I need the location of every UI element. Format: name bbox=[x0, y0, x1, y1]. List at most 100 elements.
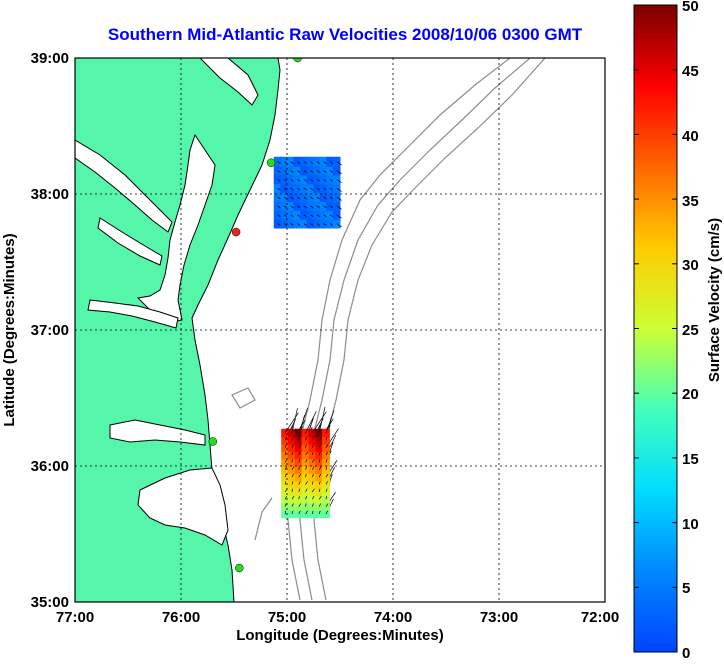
velocity-cell bbox=[326, 183, 334, 194]
velocity-cell bbox=[281, 480, 290, 489]
velocity-cell bbox=[294, 450, 303, 460]
velocity-cell bbox=[322, 436, 330, 445]
x-tick-label: 72:00 bbox=[581, 609, 619, 626]
velocity-cell bbox=[281, 450, 290, 460]
axes-frame bbox=[74, 57, 606, 603]
radar-station-marker bbox=[231, 227, 241, 237]
radar-station-marker bbox=[266, 158, 276, 167]
velocity-cell bbox=[288, 480, 296, 489]
colorbar-tick-label: 35 bbox=[682, 193, 699, 210]
velocity-cell bbox=[293, 218, 302, 229]
colorbar-tick-label: 30 bbox=[682, 257, 699, 274]
y-axis-label: Latitude (Degrees:Minutes) bbox=[1, 233, 18, 426]
velocity-cell bbox=[273, 183, 282, 194]
velocity-cell bbox=[294, 436, 303, 445]
velocity-vector bbox=[305, 411, 317, 434]
x-tick-label: 74:00 bbox=[374, 609, 412, 626]
velocity-cell bbox=[273, 174, 282, 185]
x-tick-label: 75:00 bbox=[268, 609, 306, 626]
radar-station-marker bbox=[235, 563, 244, 573]
velocity-cell bbox=[273, 156, 282, 167]
velocity-vector bbox=[312, 411, 327, 434]
velocity-cell bbox=[273, 200, 282, 211]
velocity-cell bbox=[326, 218, 334, 229]
velocity-vector bbox=[336, 161, 342, 166]
velocity-vector bbox=[318, 406, 326, 434]
velocity-vector bbox=[336, 205, 342, 210]
velocity-cell bbox=[308, 450, 317, 460]
grid-lines bbox=[75, 58, 605, 602]
colorbar-tick-label: 10 bbox=[682, 516, 699, 533]
velocity-cell bbox=[326, 156, 334, 167]
velocity-cell bbox=[315, 450, 324, 460]
y-tick-label: 39:00 bbox=[31, 50, 69, 67]
velocity-cell bbox=[301, 450, 310, 460]
velocity-cell bbox=[301, 465, 310, 474]
colorbar bbox=[633, 4, 678, 653]
velocity-cell bbox=[293, 156, 302, 167]
velocity-cell bbox=[273, 218, 282, 229]
velocity-cell bbox=[294, 465, 303, 474]
colorbar-tick-label: 25 bbox=[682, 322, 699, 339]
pamlico-sound bbox=[137, 467, 229, 546]
station-markers bbox=[208, 58, 302, 573]
y-tick-label: 38:00 bbox=[31, 186, 69, 203]
velocity-cell bbox=[322, 465, 330, 474]
velocity-cell bbox=[288, 436, 296, 445]
x-tick-label: 73:00 bbox=[480, 609, 518, 626]
velocity-cell bbox=[293, 192, 302, 202]
velocity-cell bbox=[288, 465, 296, 474]
colorbar-ticks bbox=[634, 4, 677, 653]
velocity-cell bbox=[308, 480, 317, 489]
velocity-vector bbox=[325, 460, 338, 478]
colorbar-tick-label: 0 bbox=[682, 645, 690, 659]
radar-station-marker bbox=[293, 58, 302, 63]
velocity-cell bbox=[322, 450, 330, 460]
delaware-bay bbox=[199, 58, 259, 106]
velocity-cell bbox=[315, 465, 324, 474]
velocity-cell bbox=[315, 480, 324, 489]
velocity-cell bbox=[308, 465, 317, 474]
bathymetry-contours bbox=[231, 58, 546, 601]
velocity-cell bbox=[288, 450, 296, 460]
colorbar-tick-label: 45 bbox=[682, 63, 699, 80]
velocity-cell bbox=[281, 465, 290, 474]
velocity-vector bbox=[325, 410, 335, 434]
velocity-cell bbox=[273, 165, 282, 176]
colorbar-label: Surface Velocity (cm/s) bbox=[706, 218, 723, 382]
colorbar-tick-label: 50 bbox=[682, 0, 699, 15]
velocity-vector bbox=[336, 179, 342, 184]
velocity-vector bbox=[298, 407, 308, 434]
velocity-field-north bbox=[273, 156, 342, 229]
velocity-cell bbox=[293, 165, 302, 176]
velocity-cell bbox=[293, 183, 302, 194]
velocity-vector bbox=[325, 428, 339, 448]
rappahannock-river bbox=[97, 217, 163, 266]
velocity-cell bbox=[293, 200, 302, 211]
colorbar-tick-label: 5 bbox=[682, 580, 690, 597]
velocity-field-south bbox=[281, 406, 339, 519]
velocity-vector bbox=[291, 408, 298, 434]
velocity-cell bbox=[293, 174, 302, 185]
velocity-cell bbox=[294, 480, 303, 489]
velocity-cell bbox=[322, 480, 330, 489]
velocity-cell bbox=[315, 436, 324, 445]
y-tick-label: 35:00 bbox=[31, 594, 69, 611]
x-tick-label: 76:00 bbox=[162, 609, 200, 626]
velocity-cell bbox=[326, 174, 334, 185]
velocity-cell bbox=[301, 480, 310, 489]
map-title: Southern Mid-Atlantic Raw Velocities 200… bbox=[108, 25, 583, 44]
james-river bbox=[87, 299, 179, 329]
radar-station-marker bbox=[208, 437, 218, 446]
velocity-vector bbox=[325, 467, 335, 485]
velocity-cell bbox=[293, 209, 302, 220]
potomac-river bbox=[75, 139, 173, 233]
velocity-cell bbox=[308, 436, 317, 445]
velocity-vector bbox=[336, 214, 342, 219]
velocity-cell bbox=[326, 200, 334, 211]
velocity-cell bbox=[273, 209, 282, 220]
velocity-cell bbox=[301, 436, 310, 445]
x-axis-label: Longitude (Degrees:Minutes) bbox=[236, 627, 444, 644]
velocity-cell bbox=[326, 209, 334, 220]
